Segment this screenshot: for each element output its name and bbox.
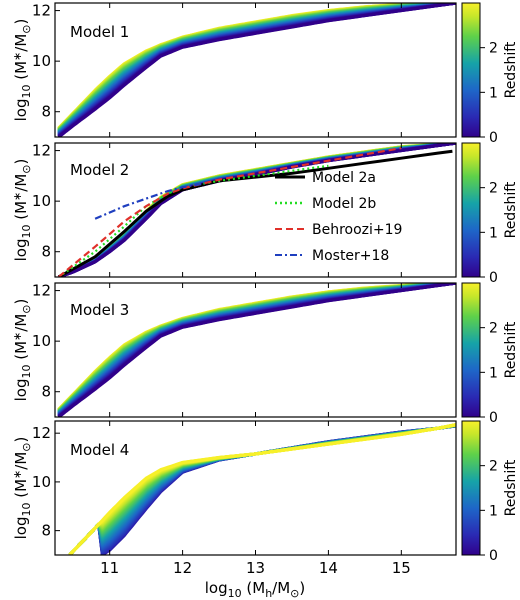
y-axis-label: log10 (M∗/M⊙) bbox=[11, 437, 33, 540]
colorbar: Redshift 0 1 2 bbox=[461, 282, 519, 426]
colorbar-tick-label: 2 bbox=[489, 321, 498, 337]
y-axis-label: log10 (M∗/M⊙) bbox=[11, 19, 33, 122]
colorbar: Redshift 0 1 2 bbox=[461, 142, 519, 286]
redshift-curve bbox=[57, 283, 456, 417]
redshift-curve bbox=[57, 3, 456, 131]
y-tick-label: 12 bbox=[32, 2, 51, 20]
x-tick-label: 14 bbox=[319, 559, 338, 577]
colorbar-label: Redshift bbox=[503, 321, 519, 378]
colorbar: Redshift 0 1 2 bbox=[461, 420, 519, 564]
legend-entry-model-2b: Model 2b bbox=[275, 196, 376, 212]
colorbar-tick-label: 0 bbox=[489, 548, 498, 564]
panel-title: Model 2 bbox=[70, 161, 129, 179]
colorbar-label: Redshift bbox=[503, 459, 519, 516]
legend-entry-behroozi: Behroozi+19 bbox=[275, 222, 402, 238]
colorbar-tick-label: 1 bbox=[489, 365, 498, 381]
panel-title: Model 3 bbox=[70, 301, 129, 319]
colorbar-tick-label: 1 bbox=[489, 503, 498, 519]
series-line-moster-18 bbox=[94, 182, 205, 220]
colorbar-tick-label: 0 bbox=[489, 130, 498, 146]
colorbar-tick-label: 2 bbox=[489, 181, 498, 197]
y-tick-label: 12 bbox=[32, 142, 51, 160]
colorbar-tick-label: 2 bbox=[489, 41, 498, 57]
colorbar-tick-label: 0 bbox=[489, 410, 498, 426]
legend-entry-moster: Moster+18 bbox=[275, 248, 389, 264]
y-tick-label: 10 bbox=[32, 473, 51, 491]
legend-label: Model 2a bbox=[312, 170, 376, 186]
colorbar-tick-label: 1 bbox=[489, 85, 498, 101]
x-tick-label: 13 bbox=[246, 559, 265, 577]
y-axis-label: log10 (M∗/M⊙) bbox=[11, 159, 33, 262]
y-axis-label: log10 (M∗/M⊙) bbox=[11, 299, 33, 402]
y-tick-label: 8 bbox=[41, 522, 51, 540]
y-tick-label: 10 bbox=[32, 332, 51, 350]
y-tick-label: 12 bbox=[32, 424, 51, 442]
x-tick-label: 12 bbox=[173, 559, 192, 577]
redshift-curve bbox=[68, 423, 456, 555]
legend-label: Behroozi+19 bbox=[312, 222, 402, 238]
y-tick-label: 12 bbox=[32, 282, 51, 300]
colorbar: Redshift 0 1 2 bbox=[461, 2, 519, 146]
redshift-curve bbox=[57, 3, 456, 137]
x-tick-label: 11 bbox=[100, 559, 119, 577]
y-tick-label: 8 bbox=[41, 243, 51, 261]
legend-entry-model-2a: Model 2a bbox=[275, 170, 376, 186]
series-line-model-2a bbox=[57, 149, 453, 277]
colorbar-label: Redshift bbox=[503, 181, 519, 238]
legend: Model 2a Model 2b Behroozi+19 Moster+18 bbox=[275, 170, 402, 264]
x-tick-label: 15 bbox=[392, 559, 411, 577]
y-tick-label: 8 bbox=[41, 383, 51, 401]
panel-title: Model 1 bbox=[70, 23, 129, 41]
colorbar-tick-label: 0 bbox=[489, 270, 498, 286]
colorbar-tick-label: 2 bbox=[489, 459, 498, 475]
colorbar-label: Redshift bbox=[503, 41, 519, 98]
y-tick-label: 10 bbox=[32, 52, 51, 70]
panel-title: Model 4 bbox=[70, 441, 129, 459]
y-tick-label: 10 bbox=[32, 192, 51, 210]
x-axis-label: log10 (Mh/M⊙) bbox=[205, 579, 306, 600]
legend-label: Moster+18 bbox=[312, 248, 389, 264]
series-line-behroozi-19 bbox=[57, 147, 402, 277]
y-tick-label: 8 bbox=[41, 103, 51, 121]
redshift-curve bbox=[58, 143, 456, 277]
colorbar-tick-label: 1 bbox=[489, 225, 498, 241]
legend-label: Model 2b bbox=[312, 196, 376, 212]
